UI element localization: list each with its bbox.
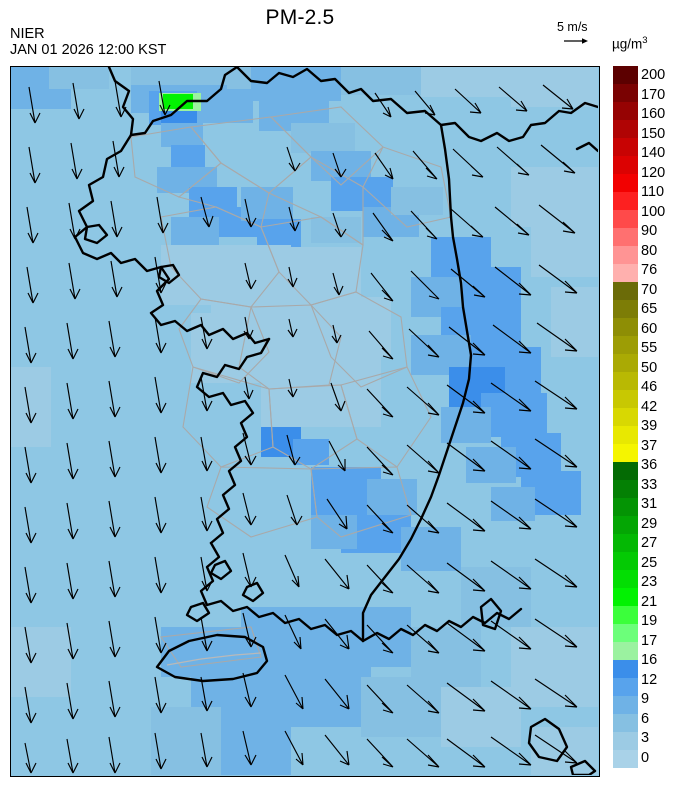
colorbar-tick: 70	[641, 281, 658, 298]
colorbar-tick: 3	[641, 730, 650, 746]
colorbar-band	[613, 750, 638, 768]
colorbar-band	[613, 84, 638, 102]
colorbar-tick: 110	[641, 184, 665, 200]
colorbar-tick: 200	[641, 67, 666, 83]
colorbar-tick: 50	[641, 359, 658, 376]
colorbar-band	[613, 534, 638, 552]
colorbar-band	[613, 714, 638, 732]
colorbar-tick: 36	[641, 457, 658, 473]
colorbar-band	[613, 318, 638, 336]
colorbar-band	[613, 336, 638, 354]
colorbar-tick: 12	[641, 671, 658, 688]
colorbar-tick-labels: 200 170 160 150 140 120 110 100 90 80 76 70 65 60 55 50…	[641, 66, 673, 786]
colorbar-band	[613, 498, 638, 516]
colorbar-band	[613, 210, 638, 228]
colorbar-band	[613, 102, 638, 120]
colorbar-band	[613, 678, 638, 696]
colorbar-tick: 27	[641, 535, 658, 551]
page-title: PM-2.5	[265, 6, 335, 29]
map-canvas	[11, 67, 598, 775]
unit-label: µg/m3	[612, 35, 648, 52]
colorbar-tick: 9	[641, 691, 650, 707]
colorbar-band	[613, 372, 638, 390]
colorbar-tick: 0	[641, 749, 650, 766]
colorbar-band	[613, 660, 638, 678]
colorbar-tick: 65	[641, 301, 658, 317]
colorbar-tick: 160	[641, 106, 666, 122]
colorbar-band	[613, 408, 638, 426]
colorbar-band	[613, 66, 638, 84]
unit-exponent: 3	[642, 35, 648, 46]
jeju-ridge-line	[166, 652, 262, 666]
colorbar-band	[613, 174, 638, 192]
colorbar-tick: 16	[641, 652, 658, 668]
province-boundaries	[130, 106, 452, 668]
colorbar-tick: 60	[641, 320, 658, 337]
colorbar-band	[613, 246, 638, 264]
colorbar-tick: 100	[641, 203, 666, 220]
colorbar-tick: 55	[641, 340, 658, 356]
colorbar-tick: 19	[641, 613, 658, 629]
colorbar-band	[613, 480, 638, 498]
pm25-concentration-map[interactable]	[10, 66, 600, 777]
colorbar-band	[613, 462, 638, 480]
colorbar-tick: 170	[641, 86, 666, 103]
arrow-right-icon	[564, 38, 588, 44]
colorbar-tick: 33	[641, 476, 658, 493]
colorbar-tick: 150	[641, 125, 666, 142]
colorbar-tick: 39	[641, 418, 658, 434]
colorbar-band	[613, 390, 638, 408]
colorbar-tick: 29	[641, 515, 658, 532]
colorbar-tick: 23	[641, 574, 658, 590]
unit-text: µg/m	[612, 36, 643, 52]
colorbar-band	[613, 444, 638, 462]
colorbar-tick: 42	[641, 398, 658, 415]
colorbar	[613, 66, 638, 768]
colorbar-band	[613, 120, 638, 138]
colorbar-tick: 17	[641, 632, 658, 649]
colorbar-band	[613, 516, 638, 534]
colorbar-band	[613, 588, 638, 606]
colorbar-band	[613, 570, 638, 588]
colorbar-tick: 6	[641, 710, 650, 727]
colorbar-band	[613, 606, 638, 624]
colorbar-band	[613, 300, 638, 318]
colorbar-tick: 21	[641, 593, 658, 610]
colorbar-band	[613, 354, 638, 372]
coastline	[73, 67, 598, 775]
colorbar-band	[613, 228, 638, 246]
colorbar-band	[613, 696, 638, 714]
colorbar-band	[613, 138, 638, 156]
colorbar-tick: 25	[641, 554, 658, 571]
colorbar-tick: 120	[641, 164, 666, 181]
colorbar-band	[613, 552, 638, 570]
colorbar-band	[613, 156, 638, 174]
colorbar-band	[613, 282, 638, 300]
colorbar-band	[613, 192, 638, 210]
datetime-label: JAN 01 2026 12:00 KST	[10, 42, 167, 58]
colorbar-tick: 46	[641, 379, 658, 395]
colorbar-band	[613, 264, 638, 282]
concentration-raster	[11, 67, 598, 775]
colorbar-band	[613, 732, 638, 750]
colorbar-band	[613, 426, 638, 444]
agency-label: NIER	[10, 26, 45, 42]
colorbar-tick: 140	[641, 145, 666, 161]
colorbar-band	[613, 624, 638, 642]
colorbar-tick: 76	[641, 262, 658, 278]
wind-scale-label: 5 m/s	[557, 20, 588, 34]
colorbar-tick: 37	[641, 437, 658, 454]
colorbar-tick: 31	[641, 496, 658, 512]
colorbar-band	[613, 642, 638, 660]
wind-vectors	[24, 80, 578, 774]
colorbar-tick: 90	[641, 223, 658, 239]
colorbar-tick: 80	[641, 242, 658, 259]
